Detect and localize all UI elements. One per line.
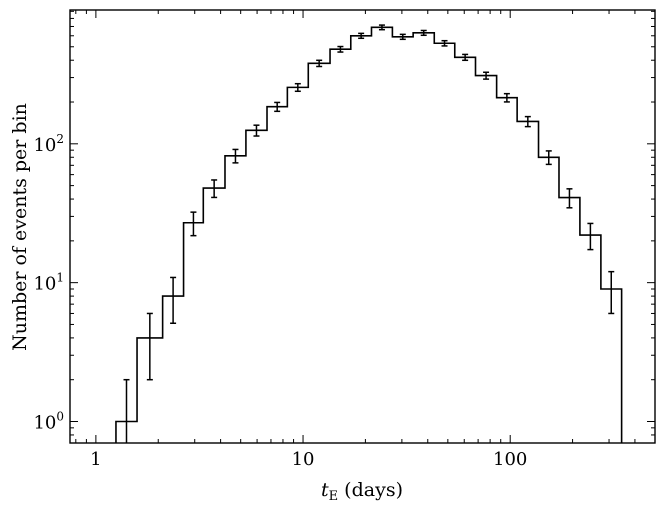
error-bar-7 [253,124,260,137]
error-bar-5 [211,179,218,199]
error-bar-24 [608,270,615,315]
error-bar-8 [274,101,281,113]
y-tick-label: 102 [33,132,64,156]
error-bar-16 [441,39,448,47]
error-bar-18 [483,71,490,80]
error-bar-17 [462,53,469,62]
histogram-step-line [115,26,623,443]
x-tick-label: 100 [493,449,527,470]
error-bar-20 [524,115,531,128]
y-tick-label: 101 [33,271,64,295]
x-tick-label: 1 [90,449,101,470]
error-bar-9 [294,82,301,93]
y-tick-label-exponent: 1 [56,271,64,285]
error-bar-15 [420,29,427,37]
error-bar-2 [146,312,153,381]
x-axis-label-main: t [321,479,329,501]
y-axis-label: Number of events per bin [9,103,31,351]
y-tick-label-base: 10 [33,412,56,433]
error-bar-21 [545,150,552,166]
error-bar-1 [123,378,130,443]
y-tick-label-base: 10 [33,274,56,295]
error-bar-14 [399,33,406,41]
error-bar-19 [503,92,510,103]
error-bar-23 [587,222,594,251]
x-axis-label: tE (days) [321,479,403,504]
error-bar-4 [190,211,197,237]
error-bar-12 [358,32,365,40]
x-axis-label-rest: (days) [338,479,403,501]
error-bar-22 [566,188,573,209]
y-tick-label-exponent: 2 [56,132,64,146]
error-bar-3 [170,276,177,325]
error-bar-6 [232,148,239,164]
y-tick-label-base: 10 [33,135,56,156]
y-tick-label-exponent: 0 [56,409,64,423]
error-bar-13 [378,24,385,31]
plot-layer [115,24,623,443]
x-axis-label-subscript: E [329,489,339,504]
error-bar-10 [316,59,323,68]
plot-frame [69,9,656,444]
x-tick-label: 10 [292,449,315,470]
error-bar-11 [337,45,344,53]
y-tick-label: 100 [33,409,64,433]
